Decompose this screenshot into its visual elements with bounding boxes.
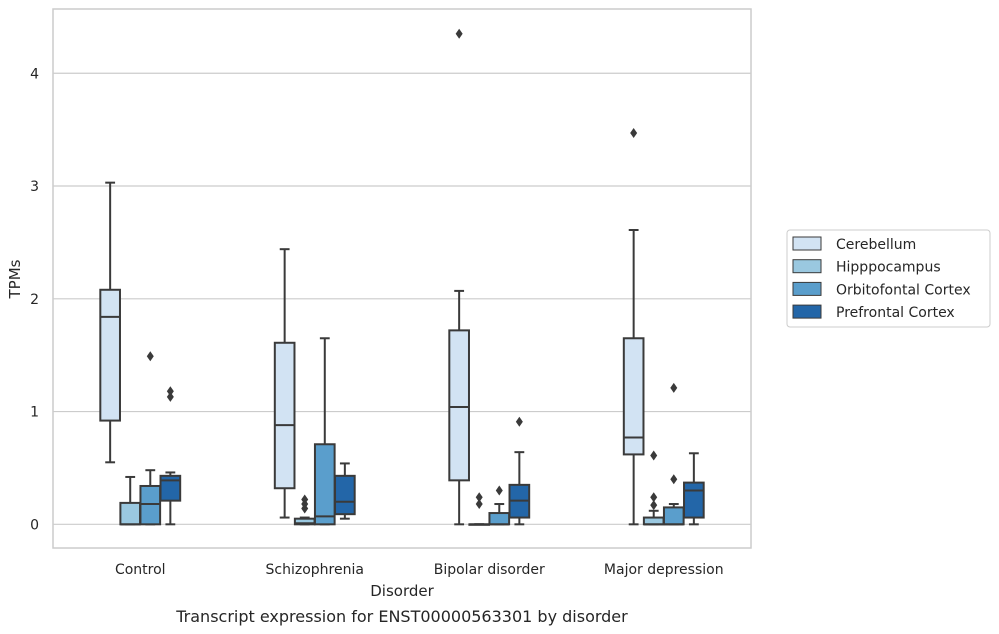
- legend-swatch: [792, 281, 822, 296]
- x-tick-label: Schizophrenia: [266, 562, 364, 578]
- legend-swatch: [792, 236, 822, 251]
- legend-frame: [786, 229, 991, 328]
- box: [119, 501, 142, 526]
- box: [448, 329, 470, 482]
- legend-label: Cerebellum: [836, 237, 916, 253]
- legend-swatch: [792, 304, 822, 319]
- outlier-point: [301, 494, 309, 505]
- chart-caption: Transcript expression for ENST0000056330…: [175, 607, 628, 626]
- box: [273, 341, 296, 490]
- outlier-point: [475, 499, 483, 510]
- box: [99, 288, 121, 422]
- x-axis-label: Disorder: [370, 582, 434, 600]
- outlier-point: [475, 492, 483, 503]
- box-series: [99, 28, 705, 526]
- y-tick-label: 0: [30, 517, 39, 533]
- plot-area-frame: [52, 8, 752, 549]
- box: [488, 512, 511, 526]
- series-orbitofontal-cortex: [139, 337, 685, 526]
- box: [642, 516, 665, 526]
- box: [662, 506, 685, 526]
- outlier-point: [670, 474, 678, 485]
- outlier-point: [650, 492, 658, 503]
- legend-label: Prefrontal Cortex: [836, 305, 955, 321]
- legend-swatch: [792, 259, 822, 274]
- outlier-point: [670, 382, 678, 393]
- box: [313, 443, 336, 526]
- box: [159, 474, 182, 502]
- y-tick-label: 1: [30, 405, 39, 421]
- outlier-point: [166, 386, 174, 397]
- box: [622, 337, 645, 456]
- outlier-point: [515, 416, 523, 427]
- outlier-point: [146, 351, 154, 362]
- outlier-point: [650, 500, 658, 511]
- x-tick-label: Major depression: [604, 562, 724, 578]
- y-tick-label: 4: [30, 66, 39, 82]
- series-prefrontal-cortex: [159, 386, 705, 526]
- series-hipppocampus: [119, 450, 665, 526]
- y-axis-ticks: 0 1 2 3 4: [30, 66, 39, 533]
- outlier-point: [630, 128, 638, 139]
- box: [334, 474, 356, 516]
- outlier-point: [650, 450, 658, 461]
- y-tick-label: 3: [30, 179, 39, 195]
- box: [139, 484, 162, 526]
- series-cerebellum: [99, 28, 645, 526]
- x-tick-label: Bipolar disorder: [434, 562, 545, 578]
- outlier-point: [166, 391, 174, 402]
- legend: Cerebellum Hipppocampus Orbitofontal Corte…: [786, 229, 991, 328]
- outlier-point: [495, 485, 503, 496]
- y-axis-label: TPMs: [6, 259, 24, 299]
- y-tick-label: 2: [30, 292, 39, 308]
- legend-label: Orbitofontal Cortex: [836, 282, 971, 298]
- legend-label: Hipppocampus: [836, 260, 941, 276]
- x-tick-label: Control: [115, 562, 166, 578]
- box: [683, 481, 705, 519]
- x-axis-ticks: Control Schizophrenia Bipolar disorder Majo…: [115, 562, 724, 578]
- outlier-point: [455, 28, 463, 39]
